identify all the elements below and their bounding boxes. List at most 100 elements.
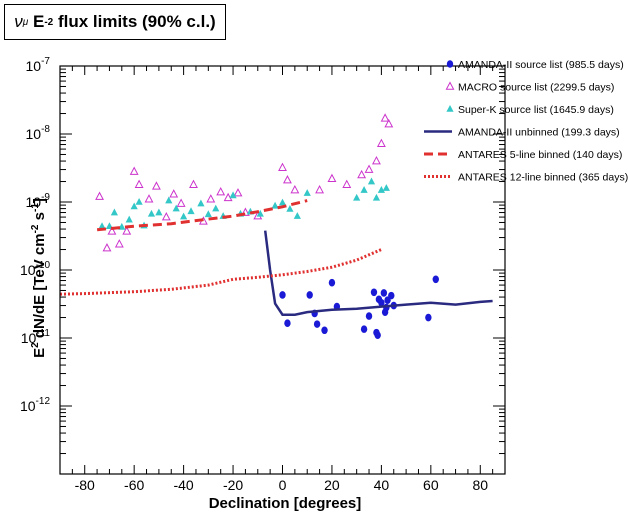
x-tick-label: 40 — [374, 477, 390, 493]
x-tick-label: -20 — [223, 477, 243, 493]
data-point — [380, 289, 388, 297]
data-point — [372, 155, 381, 165]
data-point — [189, 179, 198, 188]
series-antares-12-line-binned-365-days — [59, 248, 382, 296]
series-amanda-ii-unbinned-199-3-days — [263, 230, 493, 316]
y-tick-label: 10-10 — [20, 260, 50, 278]
series-line — [59, 248, 382, 296]
title-text: flux limits (90% c.l.) — [53, 12, 216, 31]
data-point — [161, 212, 171, 221]
series-line — [96, 199, 308, 232]
y-label-sup2: -2 — [30, 224, 41, 233]
data-point — [367, 177, 376, 185]
legend-item: Super-K source list (1645.9 days) — [446, 104, 614, 116]
data-point — [388, 291, 395, 300]
series-super-k-source-list-1645-9-days — [98, 177, 390, 230]
data-point — [306, 291, 313, 299]
data-point — [376, 138, 386, 148]
data-point — [283, 175, 292, 184]
series-line — [263, 230, 493, 316]
data-point — [365, 312, 373, 320]
data-point — [342, 179, 352, 188]
data-point — [425, 313, 432, 322]
title-e: E — [28, 12, 45, 31]
data-point — [303, 189, 311, 196]
legend-label: MACRO source list (2299.5 days) — [458, 82, 614, 94]
data-point — [360, 186, 368, 193]
y-label-end: ] — [31, 198, 48, 203]
y-label-sup1: 2 — [30, 342, 41, 348]
data-point — [223, 192, 233, 202]
y-label-s: s — [31, 212, 48, 225]
data-point — [256, 209, 264, 217]
legend-marker — [445, 81, 455, 90]
y-axis-label: E2 dN/dE [TeV cm-2 s-1] — [30, 198, 48, 358]
data-point — [110, 208, 118, 216]
plot-area — [59, 113, 493, 339]
y-label-mid: dN/dE [TeV cm — [31, 233, 48, 342]
data-point — [216, 186, 226, 196]
data-point — [114, 239, 124, 248]
data-point — [102, 243, 112, 252]
data-point — [378, 298, 385, 307]
legend-item: AMANDA-II source list (985.5 days) — [446, 59, 624, 71]
x-axis-label: Declination [degrees] — [209, 495, 362, 512]
y-tick-label: 10-7 — [26, 56, 51, 74]
data-point — [360, 325, 368, 333]
x-tick-label: 20 — [324, 477, 340, 493]
data-point — [370, 288, 378, 297]
data-point — [147, 209, 156, 217]
legend-label: ANTARES 5-line binned (140 days) — [458, 149, 622, 161]
data-point — [187, 207, 195, 215]
x-tick-label: 80 — [472, 477, 488, 493]
data-point — [155, 208, 163, 216]
title-nu: ν — [14, 12, 23, 31]
data-point — [432, 275, 439, 284]
legend-label: ANTARES 12-line binned (365 days) — [458, 172, 628, 184]
legend-marker — [446, 60, 454, 68]
legend-marker — [446, 105, 454, 112]
y-label-e: E — [31, 348, 48, 358]
data-point — [180, 212, 188, 220]
data-point — [290, 184, 300, 194]
data-point — [284, 319, 291, 328]
y-tick-label: 10-8 — [26, 124, 51, 142]
legend-label: AMANDA-II source list (985.5 days) — [458, 59, 624, 71]
x-tick-label: -60 — [124, 477, 144, 493]
data-point — [212, 204, 220, 212]
data-point — [286, 204, 294, 212]
data-point — [176, 198, 186, 207]
legend-item: AMANDA-II unbinned (199.3 days) — [424, 127, 620, 139]
data-point — [169, 189, 179, 198]
data-point — [372, 193, 381, 201]
series-macro-source-list-2299-5-days — [95, 113, 394, 252]
data-point — [278, 198, 287, 206]
title-mu: μ — [22, 16, 29, 28]
legend-item: ANTARES 12-line binned (365 days) — [424, 172, 628, 184]
data-point — [129, 166, 139, 175]
data-point — [380, 113, 390, 122]
data-point — [197, 199, 205, 207]
data-point — [315, 184, 325, 194]
data-point — [279, 291, 286, 299]
legend-item: ANTARES 5-line binned (140 days) — [424, 149, 622, 161]
data-point — [364, 164, 374, 173]
data-point — [377, 186, 385, 193]
data-point — [144, 194, 154, 203]
title-exponent: -2 — [44, 16, 54, 28]
data-point — [353, 193, 361, 201]
legend-label: AMANDA-II unbinned (199.3 days) — [458, 127, 620, 139]
data-point — [357, 169, 367, 179]
y-label-sup3: -1 — [30, 203, 41, 212]
data-point — [165, 196, 173, 204]
data-point — [151, 181, 161, 190]
data-point — [95, 191, 104, 200]
plot-frame — [59, 65, 506, 475]
x-tick-label: 60 — [423, 477, 439, 493]
x-tick-label: -80 — [75, 477, 95, 493]
x-tick-label: -40 — [173, 477, 193, 493]
x-tick-label: 0 — [279, 477, 287, 493]
axes: -80 -60 -40 -20 0 20 40 60 80 10-7 10-8 10-9 10-10 10… — [20, 56, 506, 493]
legend-item: MACRO source list (2299.5 days) — [445, 81, 614, 94]
